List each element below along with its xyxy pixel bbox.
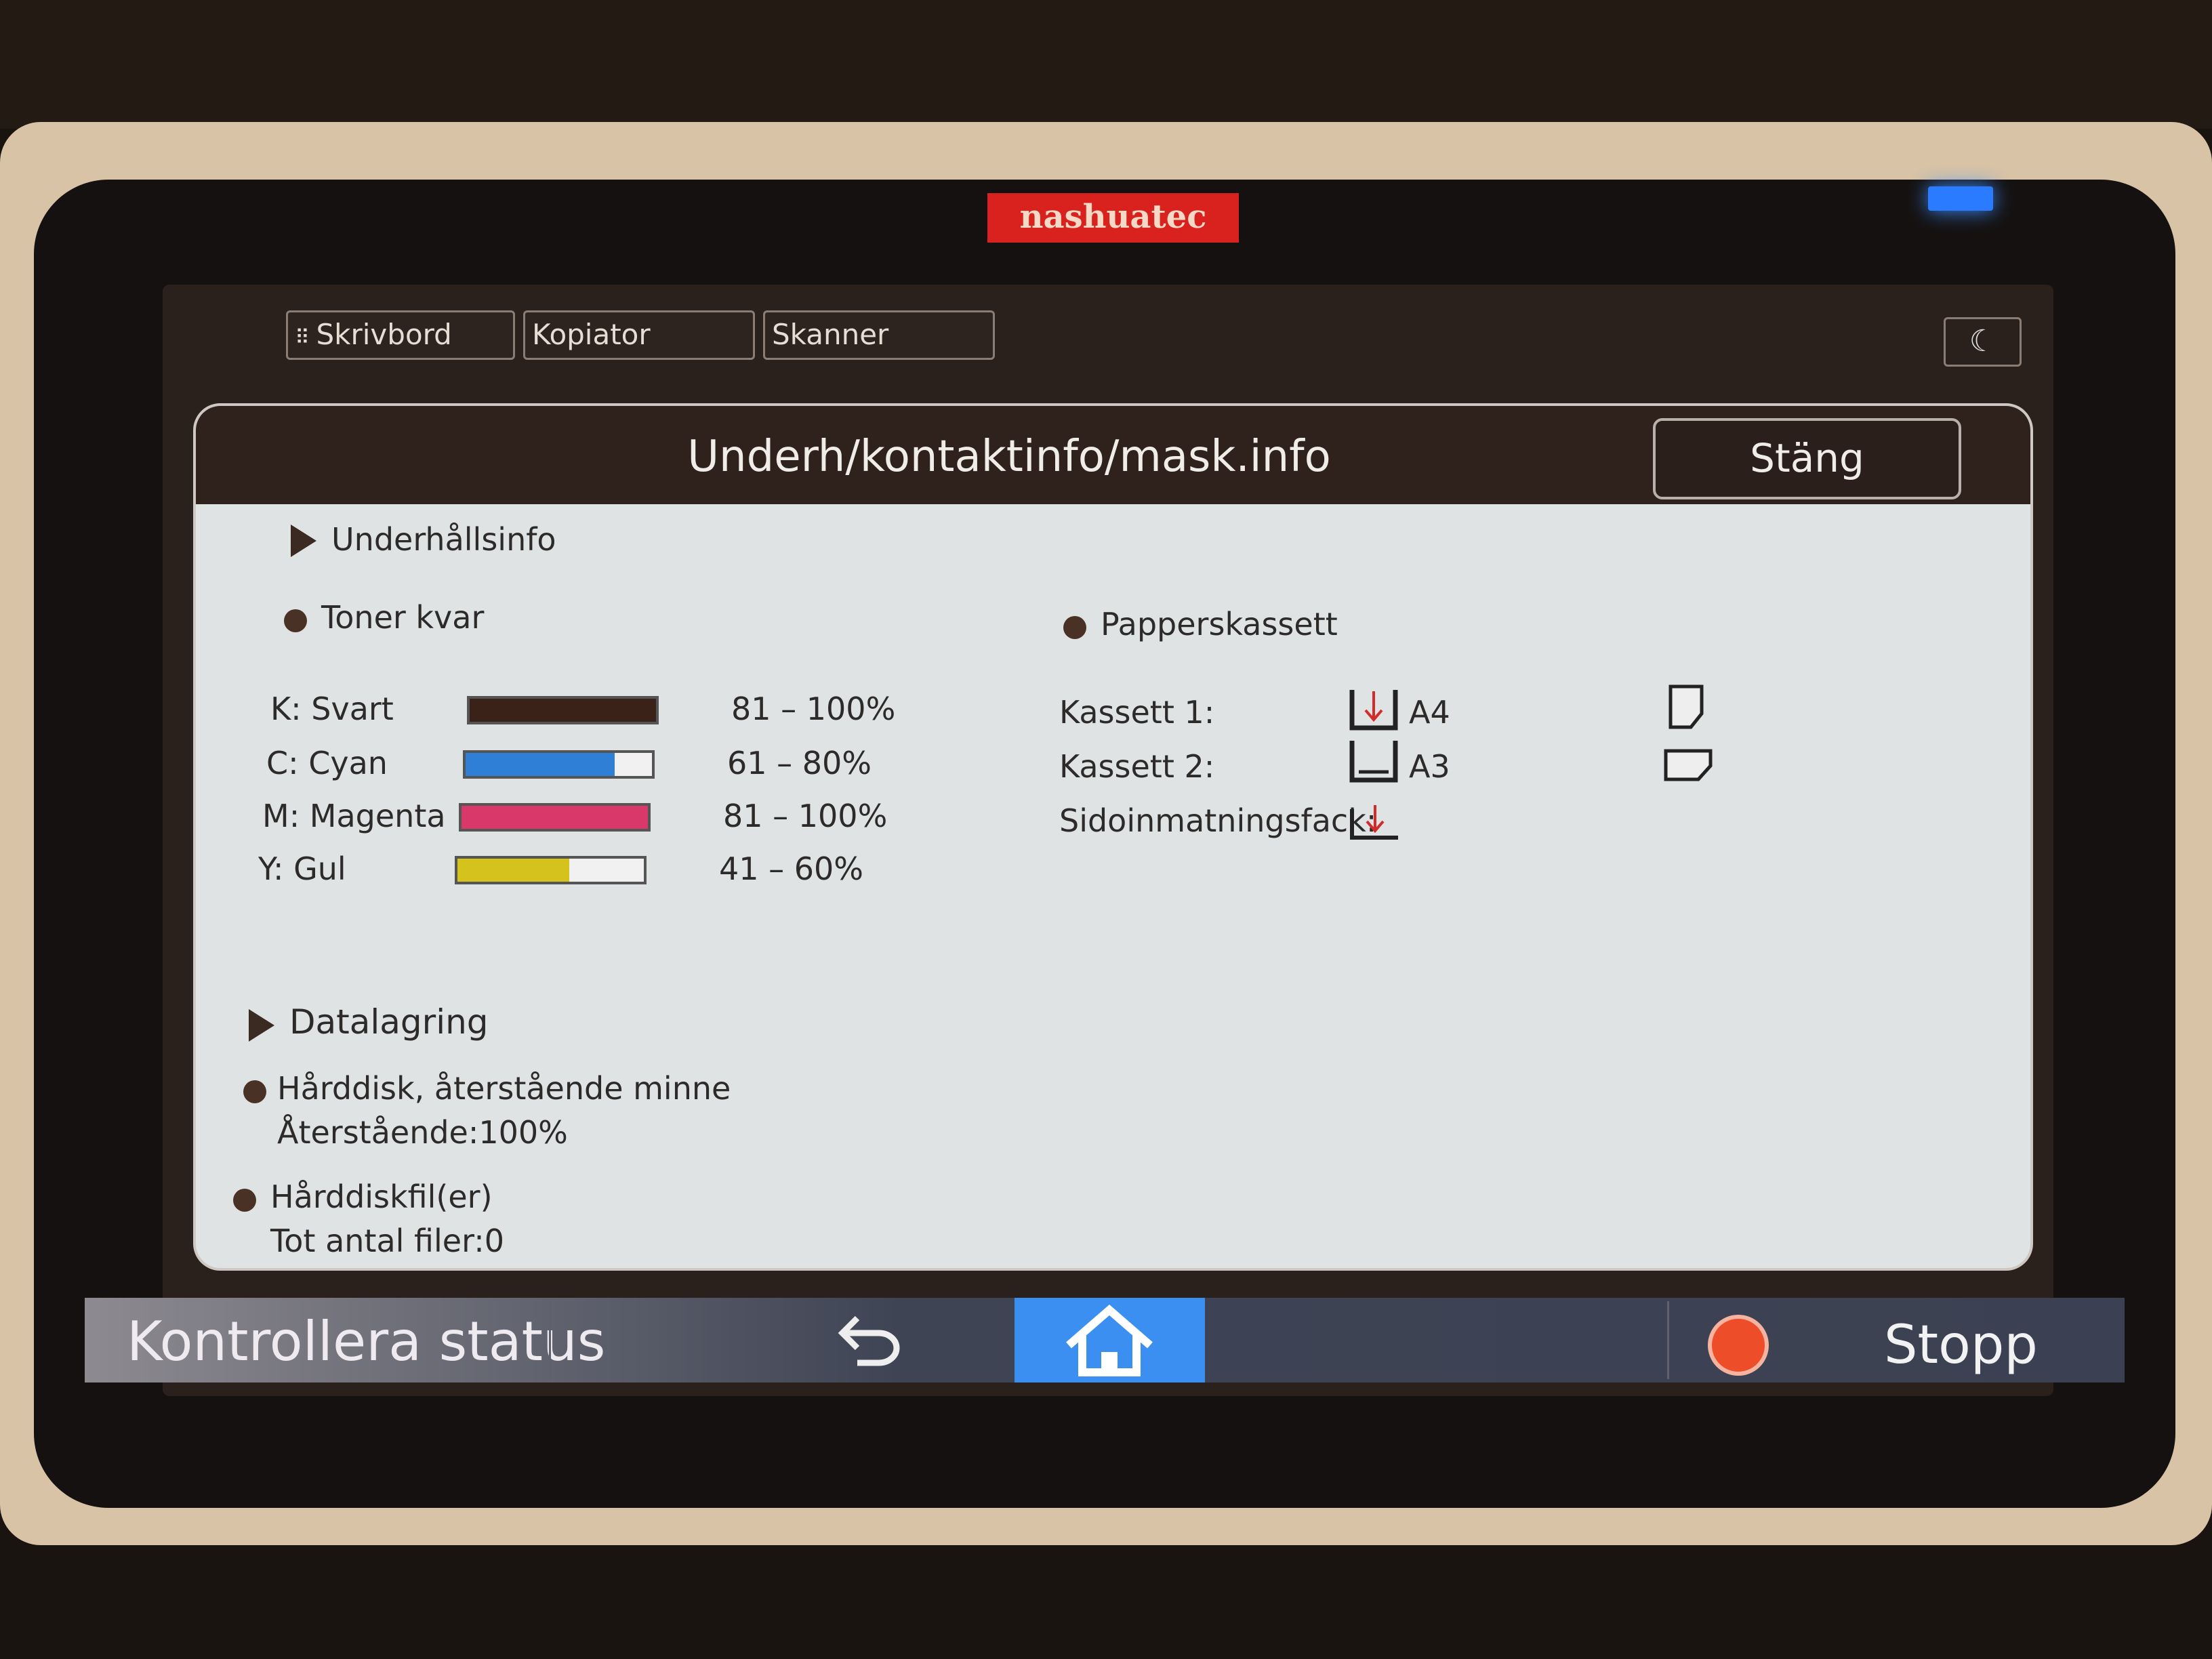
brand-logo: nashuatec	[987, 193, 1239, 243]
toner-level-fill	[470, 699, 656, 722]
dialog-title: Underh/kontaktinfo/mask.info	[687, 432, 1331, 482]
toner-label: K: Svart	[270, 691, 394, 727]
close-button[interactable]: Stäng	[1653, 418, 1961, 499]
section-arrow-icon	[249, 1009, 274, 1042]
bullet-icon	[284, 609, 307, 632]
paper-heading: Papperskassett	[1101, 606, 1338, 642]
tab-skanner[interactable]: Skanner	[763, 310, 995, 360]
hdd-heading: Hårddisk, återstående minne	[277, 1070, 731, 1107]
tray-icon	[1349, 741, 1398, 783]
paper-portrait-icon	[1668, 684, 1704, 729]
toner-value: 81 – 100%	[731, 691, 896, 727]
stop-icon[interactable]	[1708, 1315, 1769, 1376]
tray-1-size: A4	[1409, 694, 1450, 731]
grid-icon: ⠿	[295, 326, 316, 350]
toner-heading: Toner kvar	[321, 599, 485, 636]
dialog-header: Underh/kontaktinfo/mask.info Stäng	[196, 406, 2030, 504]
storage-heading: Datalagring	[289, 1002, 489, 1042]
files-count: Tot antal filer:0	[270, 1223, 504, 1259]
tray-2-label: Kassett 2:	[1059, 748, 1215, 785]
files-heading: Hårddiskfil(er)	[270, 1179, 493, 1215]
back-icon[interactable]	[837, 1311, 905, 1369]
maintenance-heading: Underhållsinfo	[331, 521, 556, 558]
tab-skrivbord[interactable]: ⠿ Skrivbord	[286, 310, 515, 360]
toner-level-bar	[455, 856, 647, 884]
toner-level-bar	[463, 750, 655, 779]
toner-level-fill	[462, 806, 648, 829]
maintenance-dialog: Underh/kontaktinfo/mask.info Stäng Under…	[193, 403, 2033, 1271]
moon-icon: ☾	[1969, 324, 1996, 359]
bypass-tray-label: Sidoinmatningsfack:	[1059, 802, 1377, 839]
tray-2-size: A3	[1409, 748, 1450, 785]
toner-value: 61 – 80%	[727, 745, 872, 781]
divider	[549, 1301, 551, 1379]
bullet-icon	[233, 1189, 256, 1212]
toner-value: 41 – 60%	[719, 851, 864, 887]
bullet-icon	[1063, 616, 1086, 639]
bullet-icon	[243, 1080, 266, 1103]
tab-kopiator[interactable]: Kopiator	[523, 310, 755, 360]
paper-landscape-icon	[1664, 749, 1713, 781]
toner-level-fill	[466, 753, 615, 776]
toner-label: Y: Gul	[258, 851, 346, 887]
toner-label: M: Magenta	[262, 798, 446, 834]
divider	[1667, 1301, 1669, 1379]
section-arrow-icon	[291, 525, 316, 557]
check-status-button[interactable]: Kontrollera status	[127, 1310, 606, 1373]
toner-value: 81 – 100%	[723, 798, 888, 834]
bypass-tray-icon	[1350, 805, 1398, 840]
device-top	[0, 0, 2212, 129]
stop-button[interactable]: Stopp	[1884, 1315, 2038, 1376]
toner-label: C: Cyan	[266, 745, 388, 781]
toner-level-bar	[459, 803, 651, 832]
toner-level-fill	[457, 859, 569, 882]
power-led	[1928, 186, 1993, 211]
home-icon	[1066, 1305, 1153, 1376]
sleep-button[interactable]: ☾	[1944, 317, 2022, 367]
tray-1-label: Kassett 1:	[1059, 694, 1215, 731]
hdd-remaining: Återstående:100%	[277, 1114, 568, 1151]
toner-level-bar	[467, 696, 659, 724]
tray-loading-icon	[1349, 690, 1398, 731]
home-button[interactable]	[1015, 1298, 1205, 1382]
